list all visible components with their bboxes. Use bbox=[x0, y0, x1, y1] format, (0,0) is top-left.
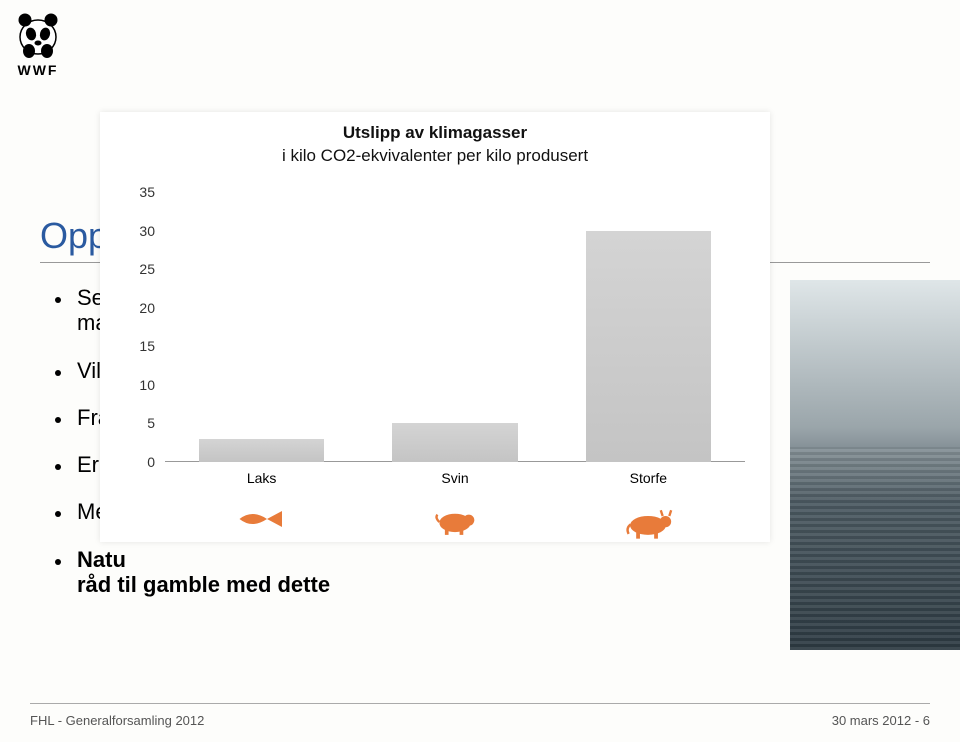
svin-icon bbox=[432, 507, 478, 542]
right-side-image bbox=[790, 280, 960, 650]
chart-bar bbox=[392, 423, 518, 462]
divider-bottom bbox=[30, 703, 930, 704]
slide-root: WWF Opp Sett matvVil iFraEr aMerNatu råd… bbox=[0, 0, 960, 742]
bullet-dot bbox=[55, 297, 61, 303]
bullet-text: Natu råd til gamble med dette bbox=[77, 547, 330, 598]
chart-xlabel: Laks bbox=[192, 470, 332, 486]
bullet-dot bbox=[55, 559, 61, 565]
wwf-logo-text: WWF bbox=[18, 62, 59, 78]
emissions-chart: Utslipp av klimagasser i kilo CO2-ekviva… bbox=[100, 112, 770, 542]
footer-right: 30 mars 2012 - 6 bbox=[832, 713, 930, 728]
bullet-dot bbox=[55, 464, 61, 470]
chart-ytick: 15 bbox=[125, 338, 155, 354]
chart-plot-area: 05101520253035LaksSvinStorfe bbox=[165, 192, 745, 462]
wwf-logo: WWF bbox=[8, 8, 68, 98]
chart-ytick: 10 bbox=[125, 377, 155, 393]
chart-ytick: 25 bbox=[125, 261, 155, 277]
chart-ytick: 30 bbox=[125, 223, 155, 239]
chart-ytick: 20 bbox=[125, 300, 155, 316]
chart-bar bbox=[586, 231, 712, 462]
chart-title-line1: Utslipp av klimagasser bbox=[343, 123, 527, 142]
chart-xlabel: Storfe bbox=[578, 470, 718, 486]
laks-icon bbox=[237, 507, 287, 536]
bullet-dot bbox=[55, 417, 61, 423]
bullet-dot bbox=[55, 370, 61, 376]
chart-title-line2: i kilo CO2-ekvivalenter per kilo produse… bbox=[282, 146, 588, 165]
footer-left: FHL - Generalforsamling 2012 bbox=[30, 713, 204, 728]
chart-ytick: 0 bbox=[125, 454, 155, 470]
chart-bar bbox=[199, 439, 325, 462]
chart-xlabel: Svin bbox=[385, 470, 525, 486]
slide-heading: Opp bbox=[40, 215, 108, 257]
storfe-icon bbox=[622, 507, 674, 546]
chart-ytick: 35 bbox=[125, 184, 155, 200]
panda-icon bbox=[13, 8, 63, 58]
chart-title: Utslipp av klimagasser i kilo CO2-ekviva… bbox=[100, 112, 770, 168]
chart-ytick: 5 bbox=[125, 415, 155, 431]
bullet-dot bbox=[55, 511, 61, 517]
bullet-item: Natu råd til gamble med dette bbox=[55, 547, 330, 598]
